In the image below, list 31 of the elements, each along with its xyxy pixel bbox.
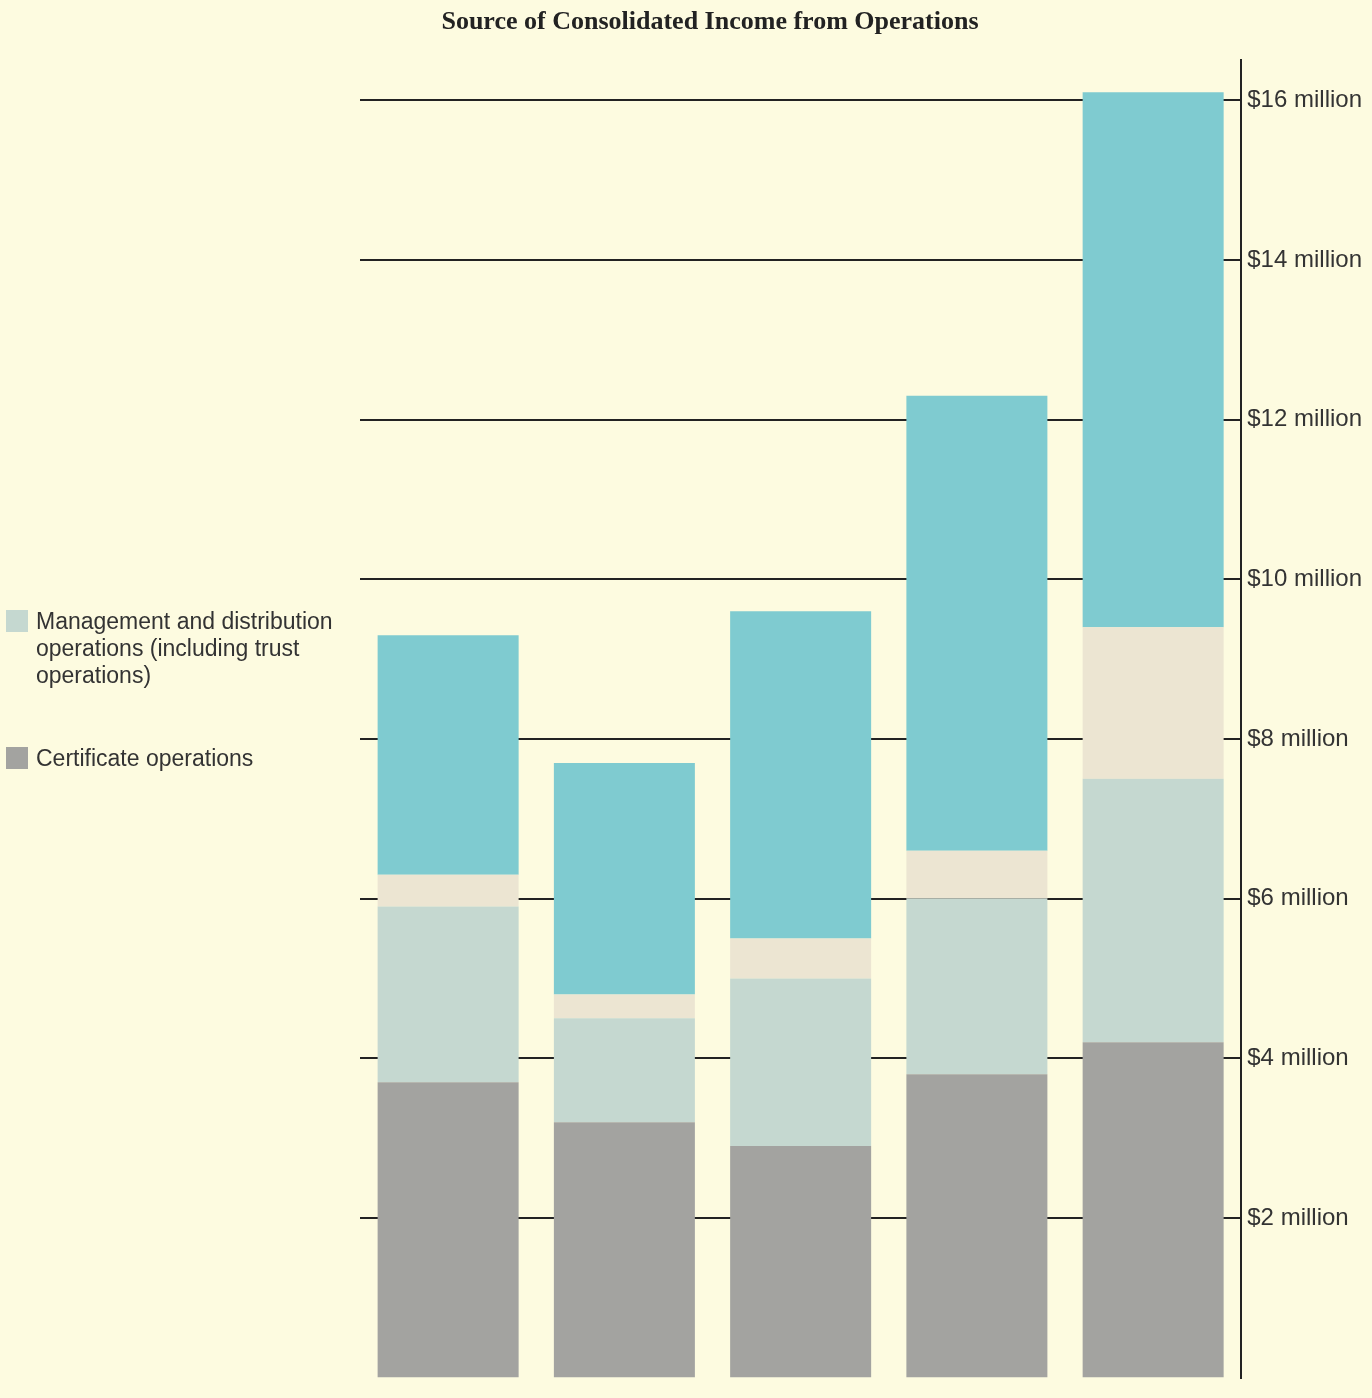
y-tick-label: $2 million: [1247, 1202, 1349, 1230]
y-tick-label: $8 million: [1247, 723, 1349, 751]
bar: [553, 1122, 695, 1378]
bar: [1082, 627, 1224, 779]
y-tick-label: $14 million: [1247, 244, 1363, 272]
bar: [730, 978, 872, 1147]
y-tick-label: $6 million: [1247, 883, 1349, 911]
legend-label: Management and distribution operations (including trust operations): [36, 608, 334, 689]
bar: [553, 1018, 695, 1123]
bar: [730, 1146, 872, 1378]
y-tick-label: $10 million: [1247, 563, 1363, 591]
bar: [377, 906, 519, 1083]
y-tick-label: $4 million: [1247, 1042, 1349, 1070]
bar: [730, 611, 872, 939]
bar: [553, 994, 695, 1019]
bar: [906, 1074, 1048, 1378]
legend-label: Certificate operations: [36, 745, 254, 772]
y-tick-label: $12 million: [1247, 404, 1363, 432]
bar: [906, 850, 1048, 899]
bar: [377, 1082, 519, 1378]
bar: [1082, 1042, 1224, 1378]
bar: [377, 874, 519, 907]
bar: [730, 938, 872, 979]
bar: [1082, 92, 1224, 628]
chart-title: Source of Consolidated Income from Operations: [440, 6, 980, 36]
bar: [1082, 778, 1224, 1043]
y-tick-label: $16 million: [1247, 84, 1363, 112]
bar: [906, 395, 1048, 851]
bar: [906, 898, 1048, 1075]
bar: [553, 762, 695, 995]
bar: [377, 635, 519, 875]
